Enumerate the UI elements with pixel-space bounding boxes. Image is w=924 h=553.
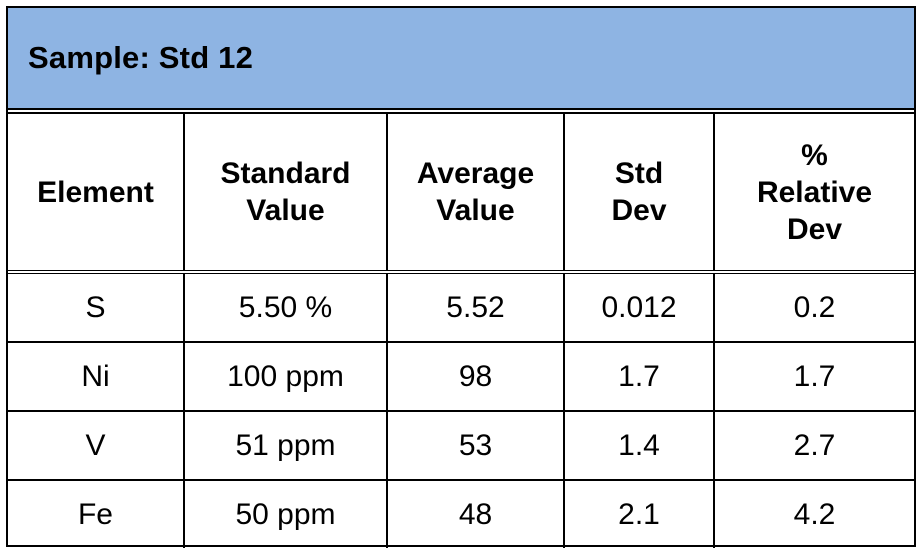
title-divider — [8, 108, 914, 114]
header-std-dev-line: Dev — [611, 194, 667, 227]
cell-standard-value: 51 ppm — [183, 410, 388, 481]
cell-average-value: 5.52 — [386, 271, 565, 343]
header-row: Element Standard Value Average Value Std… — [8, 114, 914, 274]
cell-average-value: 53 — [386, 410, 565, 481]
header-average-value-line: Average — [416, 157, 535, 190]
cell-average-value: 98 — [386, 341, 565, 412]
results-table: Element Standard Value Average Value Std… — [8, 114, 914, 548]
cell-std-dev: 0.012 — [563, 271, 715, 343]
cell-standard-value: 5.50 % — [183, 271, 388, 343]
cell-standard-value: 100 ppm — [183, 341, 388, 412]
table-row: Fe 50 ppm 48 2.1 4.2 — [8, 479, 914, 548]
cell-relative-dev: 0.2 — [713, 271, 914, 343]
cell-standard-value: 50 ppm — [183, 479, 388, 548]
table-title: Sample: Std 12 — [28, 40, 254, 75]
header-standard-value: Standard Value — [183, 114, 388, 274]
header-std-dev: Std Dev — [563, 114, 715, 274]
header-standard-value-line: Value — [246, 194, 325, 227]
header-std-dev-line: Std — [614, 157, 664, 190]
cell-std-dev: 1.4 — [563, 410, 715, 481]
cell-relative-dev: 2.7 — [713, 410, 914, 481]
table-row: Ni 100 ppm 98 1.7 1.7 — [8, 341, 914, 412]
cell-element: V — [8, 410, 185, 481]
header-relative-dev-line: Relative — [756, 175, 873, 209]
header-relative-dev-line: Dev — [786, 212, 843, 246]
table-row: V 51 ppm 53 1.4 2.7 — [8, 410, 914, 481]
table-row: S 5.50 % 5.52 0.012 0.2 — [8, 271, 914, 343]
cell-element: Ni — [8, 341, 185, 412]
results-table-frame: Sample: Std 12 Element Standard Value Av… — [6, 6, 916, 548]
header-relative-dev: % Relative Dev — [713, 114, 914, 274]
header-element-line: Element — [37, 175, 154, 209]
header-average-value: Average Value — [386, 114, 565, 274]
cell-std-dev: 1.7 — [563, 341, 715, 412]
header-average-value-line: Value — [436, 194, 515, 227]
header-standard-value-line: Standard — [220, 157, 351, 190]
header-element: Element — [8, 114, 185, 274]
cell-element: Fe — [8, 479, 185, 548]
cell-std-dev: 2.1 — [563, 479, 715, 548]
cell-element: S — [8, 271, 185, 343]
cell-average-value: 48 — [386, 479, 565, 548]
cell-relative-dev: 1.7 — [713, 341, 914, 412]
cell-relative-dev: 4.2 — [713, 479, 914, 548]
header-relative-dev-line: % — [801, 138, 828, 172]
title-bar: Sample: Std 12 — [8, 8, 914, 108]
